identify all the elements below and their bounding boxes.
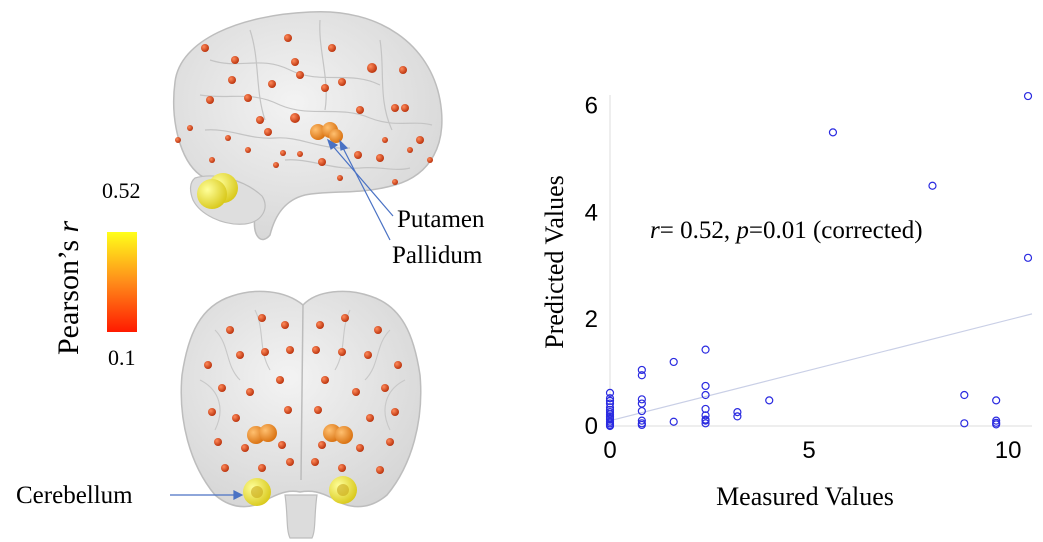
brain-sagittal-nodes [175,34,433,185]
brain-sagittal-view [172,11,443,241]
cerebellum-arrow [170,490,244,500]
scatter-point [992,416,1001,425]
scatter-point [637,365,646,375]
scatter-plot: 0 5 10 0 2 4 6 Predicted Values Measured Value… [540,91,1033,511]
scatter-point [669,357,678,367]
scatter-point [637,416,646,425]
colorbar-max-label: 0.52 [102,178,141,203]
colorbar-min-label: 0.1 [108,345,136,370]
y-tick-label: 4 [585,199,598,226]
brain-coronal-nodes [204,314,402,474]
x-axis-label: Measured Values [716,482,894,511]
colorbar-gradient [107,232,137,332]
x-tick-label: 10 [995,437,1022,464]
putamen-label: Putamen [397,206,485,233]
brain-coronal-midline [300,304,304,481]
scatter-point [733,408,742,417]
brain-coronal-view [180,290,422,539]
x-tick-label: 0 [603,437,616,464]
scatter-point [605,408,615,417]
scatter-point [701,404,710,414]
scatter-point [669,417,678,426]
scatter-point [701,345,710,354]
colorbar: 0.52 0.1 Pearson’s r [52,178,141,370]
scatter-point [605,394,615,403]
scatter-point [765,396,774,405]
brain-coronal-cortex [180,290,422,508]
pallidum-label: Pallidum [392,242,483,269]
scatter-point [1023,253,1033,262]
scatter-point [701,419,710,428]
brain-coronal-brainstem [284,494,318,539]
scatter-point [605,388,615,397]
y-tick-label: 6 [585,93,598,120]
colorbar-title: Pearson’s r [52,221,85,356]
regression-line [609,313,1033,422]
scatter-point [701,416,710,425]
axis-ticks: 0 5 10 0 2 4 6 [585,93,1022,464]
putamen-arrow [326,138,394,217]
scatter-point [960,390,969,400]
cerebellum-label: Cerebellum [16,482,133,509]
scatter-point [701,381,710,391]
scatter-point [1023,91,1033,101]
correlation-annotation: r= 0.52, p=0.01 (corrected) [650,217,923,244]
scatter-point [637,399,646,408]
brain-coronal-putamen-pallidum [247,424,353,444]
scatter-point [928,181,937,190]
scatter-point [637,395,646,404]
brain-sagittal-putamen-pallidum [310,122,343,143]
y-axis-label: Predicted Values [540,175,569,349]
scatter-point [637,371,646,380]
x-tick-label: 5 [802,437,815,464]
brain-sagittal-cerebellum-nodes [197,173,238,209]
brain-coronal-cerebellum-nodes [243,476,357,506]
scatter-point [637,419,646,428]
scatter-point [701,390,710,400]
y-tick-label: 2 [585,306,598,333]
scatter-point [605,396,615,406]
scatter-point [605,399,615,408]
scatter-point [828,128,838,137]
scatter-point [992,418,1001,427]
scatter-point [960,419,969,428]
scatter-point [992,396,1001,405]
pallidum-arrow [339,139,391,241]
scatter-points [605,91,1033,431]
scatter-point [733,412,742,421]
scatter-point [637,406,646,416]
y-tick-label: 0 [585,413,598,440]
